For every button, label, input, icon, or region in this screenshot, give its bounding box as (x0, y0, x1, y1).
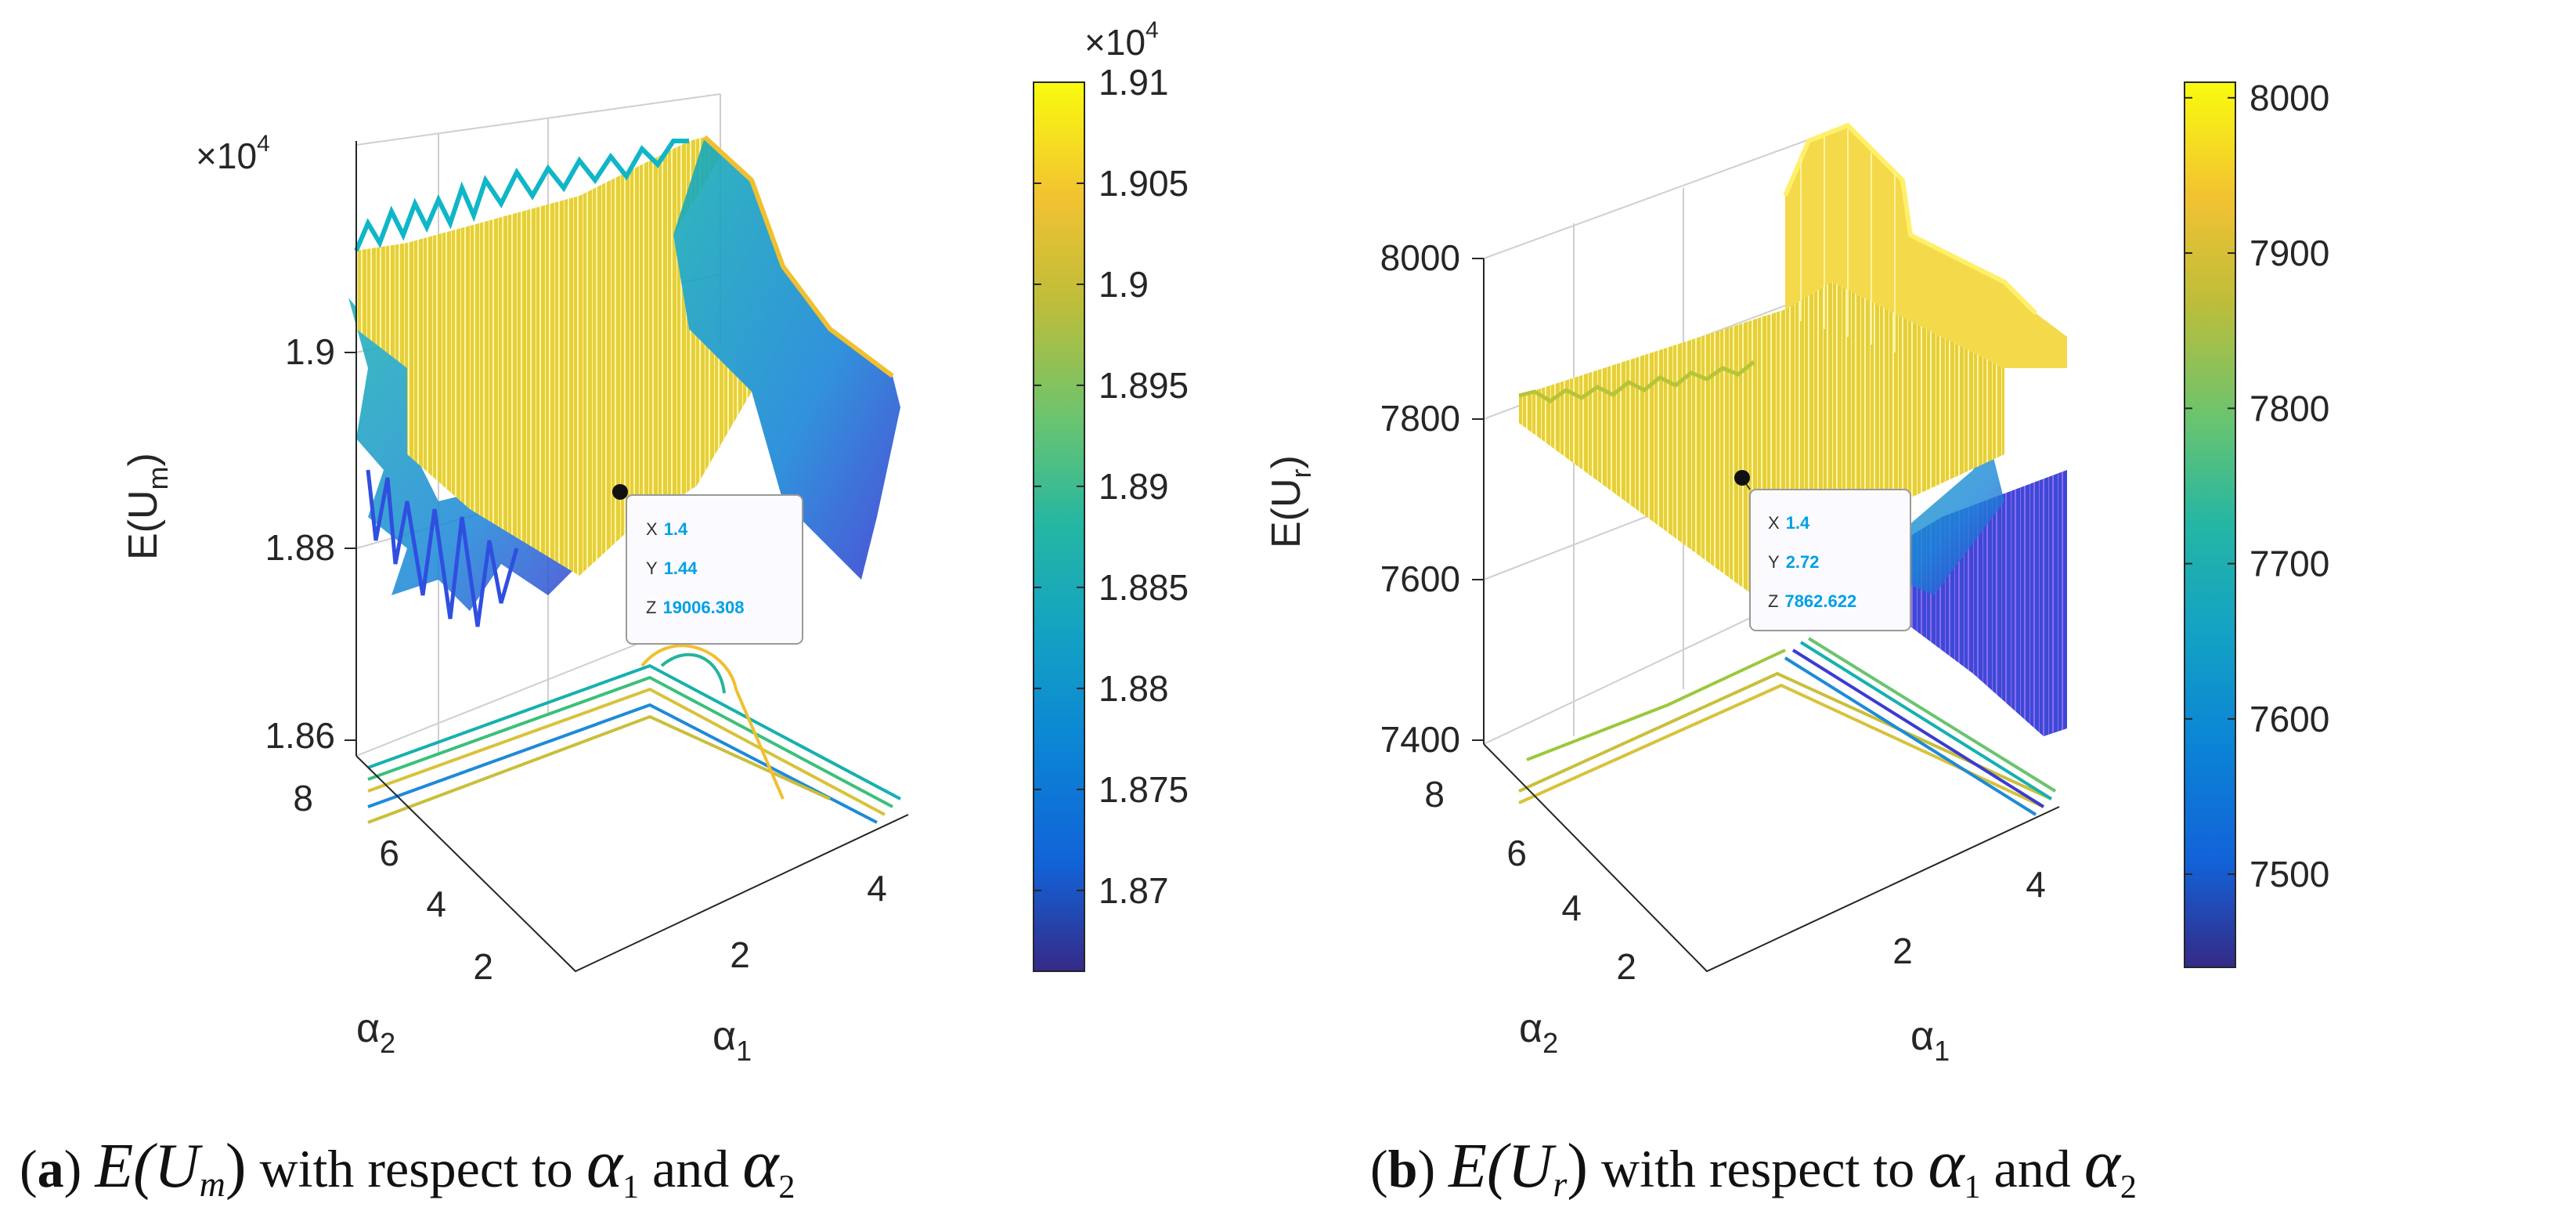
datatip-marker-a[interactable] (612, 484, 628, 500)
colorbar-tick-label: 1.895 (1099, 365, 1189, 406)
surface-noisy-spikes-a (366, 469, 519, 627)
colorbar-tick-label: 7800 (2249, 388, 2329, 428)
surface-wall-a (673, 137, 900, 580)
colorbar-tick-label: 1.91 (1099, 62, 1169, 103)
colorbar-tick-label: 1.905 (1099, 163, 1189, 204)
colorbar-ticks-b: 7500 7600 7700 7800 7900 8000 (2185, 78, 2329, 895)
y-tick-label: 8 (293, 778, 313, 819)
surface-ridge-a (354, 139, 689, 252)
z-ticks-b: 8000 7800 7600 7400 (1380, 237, 1485, 760)
floor-contours-a (367, 644, 901, 824)
x-tick-label: 4 (867, 868, 887, 909)
panel-a: 1.9 1.88 1.86 ×104 E(Um) 8 6 4 2 2 4 α2 … (121, 17, 1189, 1067)
surface-ridge-crest-b (1783, 122, 2038, 316)
colorbar-tick-label: 1.885 (1099, 567, 1189, 608)
y-tick-label: 2 (473, 946, 493, 987)
z-tick-label: 1.88 (265, 527, 335, 568)
floor-axes-a (355, 755, 909, 973)
z-exponent-a: ×104 (196, 131, 270, 176)
y-tick-label: 6 (1506, 833, 1527, 873)
surface-plane-b (1519, 282, 2004, 619)
svg-text:Y1.44: Y 1.44 (646, 558, 698, 578)
z-tick-label: 1.86 (265, 715, 335, 756)
colorbar-tick-label: 7500 (2249, 854, 2329, 895)
floor-contours-b (1518, 637, 2057, 816)
y-tick-label: 8 (1424, 774, 1445, 815)
surface-wall-crest-a (702, 135, 894, 378)
z-ticks-a: 1.9 1.88 1.86 (265, 141, 357, 756)
caption-a: (a) E(Um) with respect to α1 and α2 (20, 1126, 795, 1205)
x-axis-label-a: α1 (713, 1014, 752, 1067)
x-ticks-b: 2 4 (1892, 864, 2046, 971)
y-tick-label: 4 (1561, 887, 1582, 928)
y-ticks-b: 8 6 4 2 (1424, 774, 1636, 987)
svg-text:X1.4: X 1.4 (1768, 513, 1810, 533)
colorbar-a: ×104 1.87 1.875 1.88 1.885 1.89 1.895 1.9 1.905… (1033, 17, 1189, 972)
x-axis-label-b: α1 (1910, 1014, 1950, 1067)
colorbar-tick-label: 8000 (2249, 78, 2329, 118)
datatip-marker-b[interactable] (1734, 470, 1750, 486)
z-axis-label-a: E(Um) (121, 453, 174, 560)
x-tick-label: 4 (2026, 864, 2046, 905)
colorbar-tick-label: 1.88 (1099, 668, 1169, 709)
colorbar-tick-label: 1.9 (1099, 264, 1149, 305)
x-ticks-a: 2 4 (730, 868, 887, 975)
panel-b: 8000 7800 7600 7400 E(Ur) 8 6 4 2 2 4 α2… (1264, 78, 2329, 1067)
y-tick-label: 6 (379, 833, 399, 873)
colorbar-b: 7500 7600 7700 7800 7900 8000 (2184, 78, 2329, 968)
z-tick-label: 7600 (1380, 558, 1460, 599)
z-tick-label: 1.9 (285, 331, 335, 372)
x-tick-label: 2 (730, 934, 750, 975)
y-axis-label-a: α2 (356, 1006, 395, 1059)
colorbar-tick-label: 1.87 (1099, 870, 1169, 911)
y-tick-label: 2 (1616, 946, 1636, 987)
y-axis-label-b: α2 (1519, 1006, 1558, 1059)
surface-ridge-b (1785, 125, 2067, 368)
colorbar-tick-label: 7900 (2249, 233, 2329, 273)
z-axis-label-b: E(Ur) (1264, 455, 1317, 548)
z-tick-label: 8000 (1380, 237, 1460, 278)
x-tick-label: 2 (1892, 931, 1913, 971)
colorbar-ticks-a: 1.87 1.875 1.88 1.885 1.89 1.895 1.9 1.905 1.91 (1034, 62, 1189, 911)
surface-plane-a (356, 137, 752, 576)
surface-plane-edge-b (1518, 360, 1755, 403)
z-tick-label: 7800 (1380, 398, 1460, 439)
datatip-b[interactable]: X 1.4 Y 2.72 Z 7862.622 (1734, 470, 1911, 631)
colorbar-tick-label: 7600 (2249, 699, 2329, 739)
colorbar-exponent-a: ×104 (1084, 17, 1159, 63)
surface-ridge-mesh-b (1800, 129, 1896, 352)
datatip-a[interactable]: X 1.4 Y 1.44 Z 19006.308 (612, 484, 803, 645)
y-ticks-a: 8 6 4 2 (293, 778, 493, 987)
svg-text:Y2.72: Y 2.72 (1768, 552, 1820, 572)
caption-b: (b) E(Ur) with respect to α1 and α2 (1370, 1126, 2137, 1205)
z-tick-label: 7400 (1380, 719, 1460, 760)
colorbar-tick-label: 1.89 (1099, 466, 1169, 507)
floor-axes-b (1483, 743, 2060, 973)
y-tick-label: 4 (426, 884, 446, 924)
colorbar-tick-label: 1.875 (1099, 769, 1189, 810)
svg-text:X1.4: X 1.4 (646, 519, 688, 539)
colorbar-tick-label: 7700 (2249, 544, 2329, 584)
